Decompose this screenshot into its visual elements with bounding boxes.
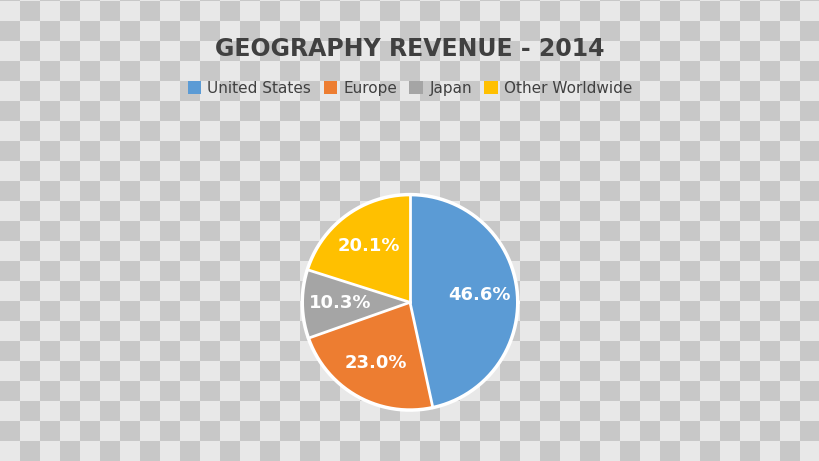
- Text: 20.1%: 20.1%: [337, 237, 400, 255]
- Legend: United States, Europe, Japan, Other Worldwide: United States, Europe, Japan, Other Worl…: [181, 75, 638, 102]
- Text: 10.3%: 10.3%: [308, 295, 371, 313]
- Text: GEOGRAPHY REVENUE - 2014: GEOGRAPHY REVENUE - 2014: [215, 37, 604, 61]
- Text: 46.6%: 46.6%: [448, 286, 510, 304]
- Polygon shape: [307, 195, 410, 302]
- Polygon shape: [302, 270, 410, 338]
- Text: 23.0%: 23.0%: [344, 355, 406, 372]
- Polygon shape: [410, 195, 517, 408]
- Polygon shape: [308, 302, 432, 410]
